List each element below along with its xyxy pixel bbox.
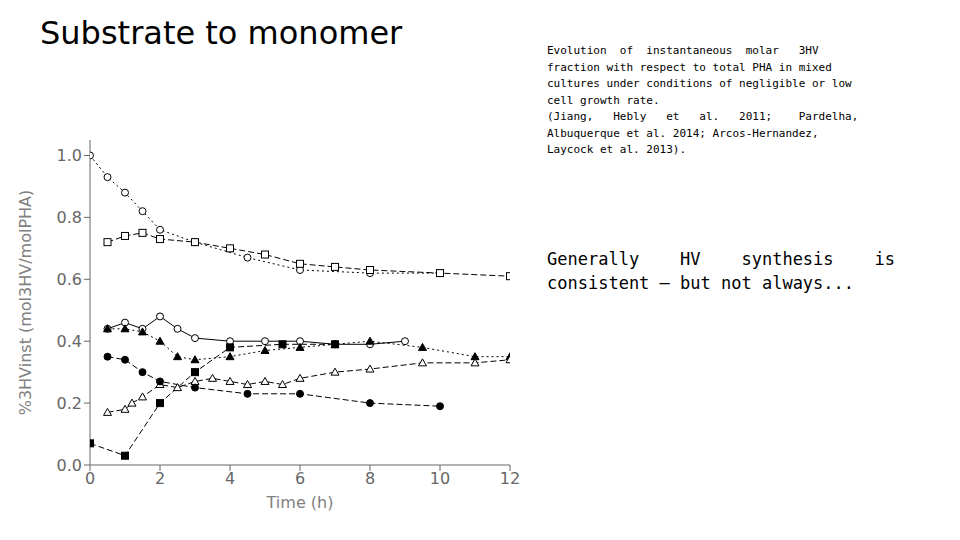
svg-text:0.6: 0.6 xyxy=(57,270,82,289)
svg-text:0.2: 0.2 xyxy=(57,394,82,413)
svg-text:0.4: 0.4 xyxy=(57,332,82,351)
svg-text:6: 6 xyxy=(295,469,305,488)
svg-text:2: 2 xyxy=(155,469,165,488)
svg-text:%3HVinst (mol3HV/molPHA): %3HVinst (mol3HV/molPHA) xyxy=(16,190,35,416)
svg-text:0.8: 0.8 xyxy=(57,208,82,227)
svg-text:4: 4 xyxy=(225,469,235,488)
html-text:Evolution of instantaneous mol: Evolution of instantaneous molar 3HV fra… xyxy=(547,44,859,156)
svg-text:8: 8 xyxy=(365,469,375,488)
html-text:Generally HV synthesis is cons: Generally HV synthesis is consistent – b… xyxy=(547,249,895,293)
svg-text:0.0: 0.0 xyxy=(57,456,82,475)
svg-text:0: 0 xyxy=(85,469,95,488)
svg-text:12: 12 xyxy=(500,469,520,488)
svg-text:1.0: 1.0 xyxy=(57,146,82,165)
svg-text:Time (h): Time (h) xyxy=(266,493,334,512)
svg-text:10: 10 xyxy=(430,469,450,488)
html-text:Substrate to monomer: Substrate to monomer xyxy=(40,14,403,52)
